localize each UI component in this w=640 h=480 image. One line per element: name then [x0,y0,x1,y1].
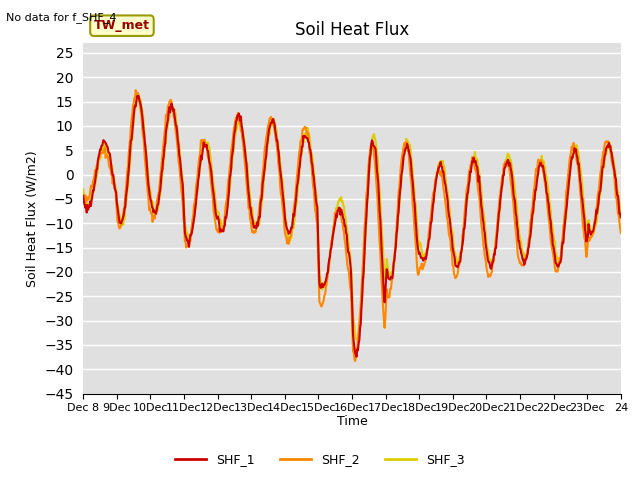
Text: TW_met: TW_met [94,19,150,32]
X-axis label: Time: Time [337,415,367,428]
Title: Soil Heat Flux: Soil Heat Flux [295,21,409,39]
Legend: SHF_1, SHF_2, SHF_3: SHF_1, SHF_2, SHF_3 [170,448,470,471]
Y-axis label: Soil Heat Flux (W/m2): Soil Heat Flux (W/m2) [26,150,38,287]
Text: No data for f_SHF_4: No data for f_SHF_4 [6,12,117,23]
